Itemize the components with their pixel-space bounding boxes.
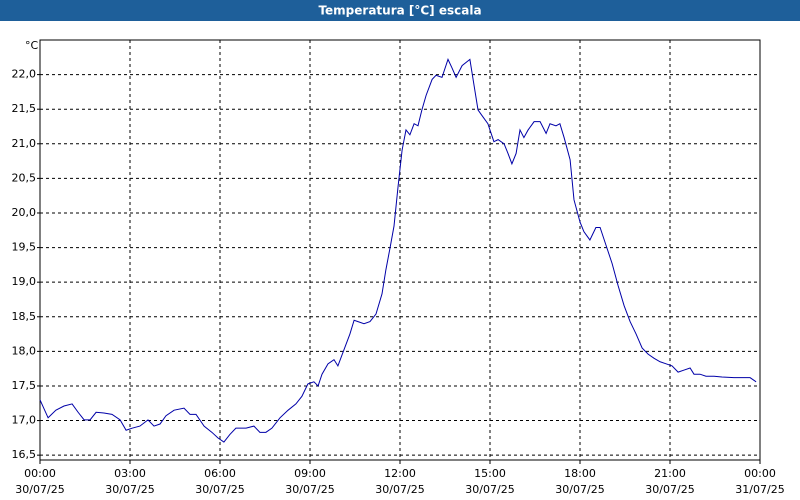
chart-title: Temperatura [°C] escala bbox=[318, 4, 481, 18]
y-tick-label: 17,0 bbox=[12, 414, 37, 427]
x-tick-label: 09:00 bbox=[294, 467, 326, 480]
x-tick-date: 30/07/25 bbox=[285, 483, 334, 496]
x-tick-label: 21:00 bbox=[654, 467, 686, 480]
y-tick-label: 18,5 bbox=[12, 310, 37, 323]
x-tick-label: 15:00 bbox=[474, 467, 506, 480]
y-tick-label: 22,0 bbox=[12, 68, 37, 81]
x-tick-label: 12:00 bbox=[384, 467, 416, 480]
x-tick-date: 30/07/25 bbox=[195, 483, 244, 496]
x-tick-date: 30/07/25 bbox=[555, 483, 604, 496]
x-tick-label: 06:00 bbox=[204, 467, 236, 480]
x-tick-label: 18:00 bbox=[564, 467, 596, 480]
x-tick-date: 30/07/25 bbox=[15, 483, 64, 496]
y-tick-label: 20,0 bbox=[12, 206, 37, 219]
x-tick-label: 03:00 bbox=[114, 467, 146, 480]
y-tick-label: 19,5 bbox=[12, 241, 37, 254]
y-tick-label: 18,0 bbox=[12, 344, 37, 357]
y-tick-label: 19,0 bbox=[12, 275, 37, 288]
temperature-line bbox=[39, 58, 757, 443]
y-tick-label: 21,5 bbox=[12, 102, 37, 115]
x-tick-date: 31/07/25 bbox=[735, 483, 784, 496]
x-tick-date: 30/07/25 bbox=[465, 483, 514, 496]
x-tick-date: 30/07/25 bbox=[105, 483, 154, 496]
y-tick-label: 20,5 bbox=[12, 171, 37, 184]
x-tick-date: 30/07/25 bbox=[645, 483, 694, 496]
y-tick-label: 16,5 bbox=[12, 448, 37, 461]
y-tick-label: 21,0 bbox=[12, 137, 37, 150]
x-tick-label: 00:00 bbox=[744, 467, 776, 480]
x-tick-date: 30/07/25 bbox=[375, 483, 424, 496]
y-tick-label: 17,5 bbox=[12, 379, 37, 392]
y-axis-label: °C bbox=[25, 39, 39, 52]
title-bar bbox=[0, 0, 800, 21]
x-tick-label: 00:00 bbox=[24, 467, 56, 480]
